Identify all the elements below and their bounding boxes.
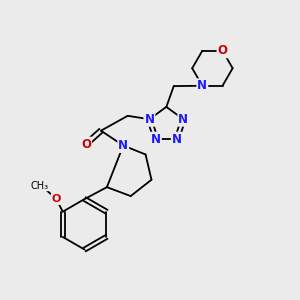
Text: CH₃: CH₃ <box>31 181 49 191</box>
Text: O: O <box>218 44 227 57</box>
Text: N: N <box>178 113 188 126</box>
Text: N: N <box>144 113 154 126</box>
Text: N: N <box>118 139 128 152</box>
Text: O: O <box>52 194 61 204</box>
Text: O: O <box>81 138 91 151</box>
Text: N: N <box>197 79 207 92</box>
Text: N: N <box>151 133 161 146</box>
Text: N: N <box>172 133 182 146</box>
